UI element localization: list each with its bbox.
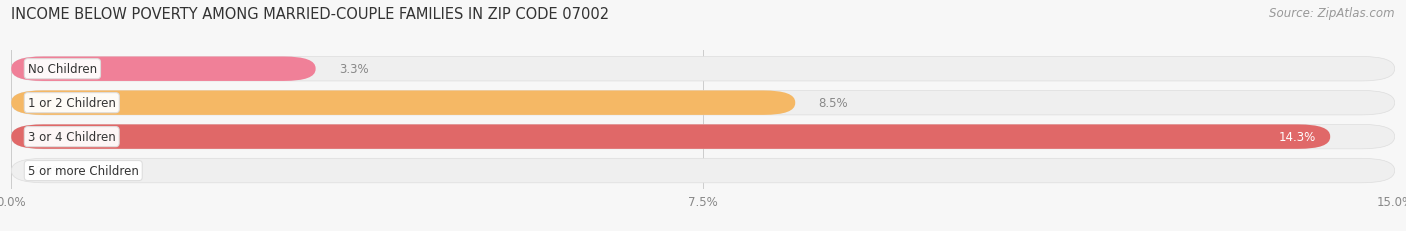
Text: 3 or 4 Children: 3 or 4 Children: [28, 131, 115, 143]
FancyBboxPatch shape: [11, 159, 1395, 183]
Text: 0.0%: 0.0%: [34, 164, 63, 177]
FancyBboxPatch shape: [11, 91, 1395, 116]
FancyBboxPatch shape: [11, 57, 1395, 82]
Text: 1 or 2 Children: 1 or 2 Children: [28, 97, 115, 110]
Text: 5 or more Children: 5 or more Children: [28, 164, 139, 177]
Text: Source: ZipAtlas.com: Source: ZipAtlas.com: [1270, 7, 1395, 20]
FancyBboxPatch shape: [11, 125, 1330, 149]
Text: 8.5%: 8.5%: [818, 97, 848, 110]
Text: No Children: No Children: [28, 63, 97, 76]
FancyBboxPatch shape: [11, 125, 1395, 149]
Text: 14.3%: 14.3%: [1279, 131, 1316, 143]
FancyBboxPatch shape: [11, 91, 796, 116]
Text: 3.3%: 3.3%: [339, 63, 368, 76]
FancyBboxPatch shape: [11, 57, 315, 82]
Text: INCOME BELOW POVERTY AMONG MARRIED-COUPLE FAMILIES IN ZIP CODE 07002: INCOME BELOW POVERTY AMONG MARRIED-COUPL…: [11, 7, 609, 22]
